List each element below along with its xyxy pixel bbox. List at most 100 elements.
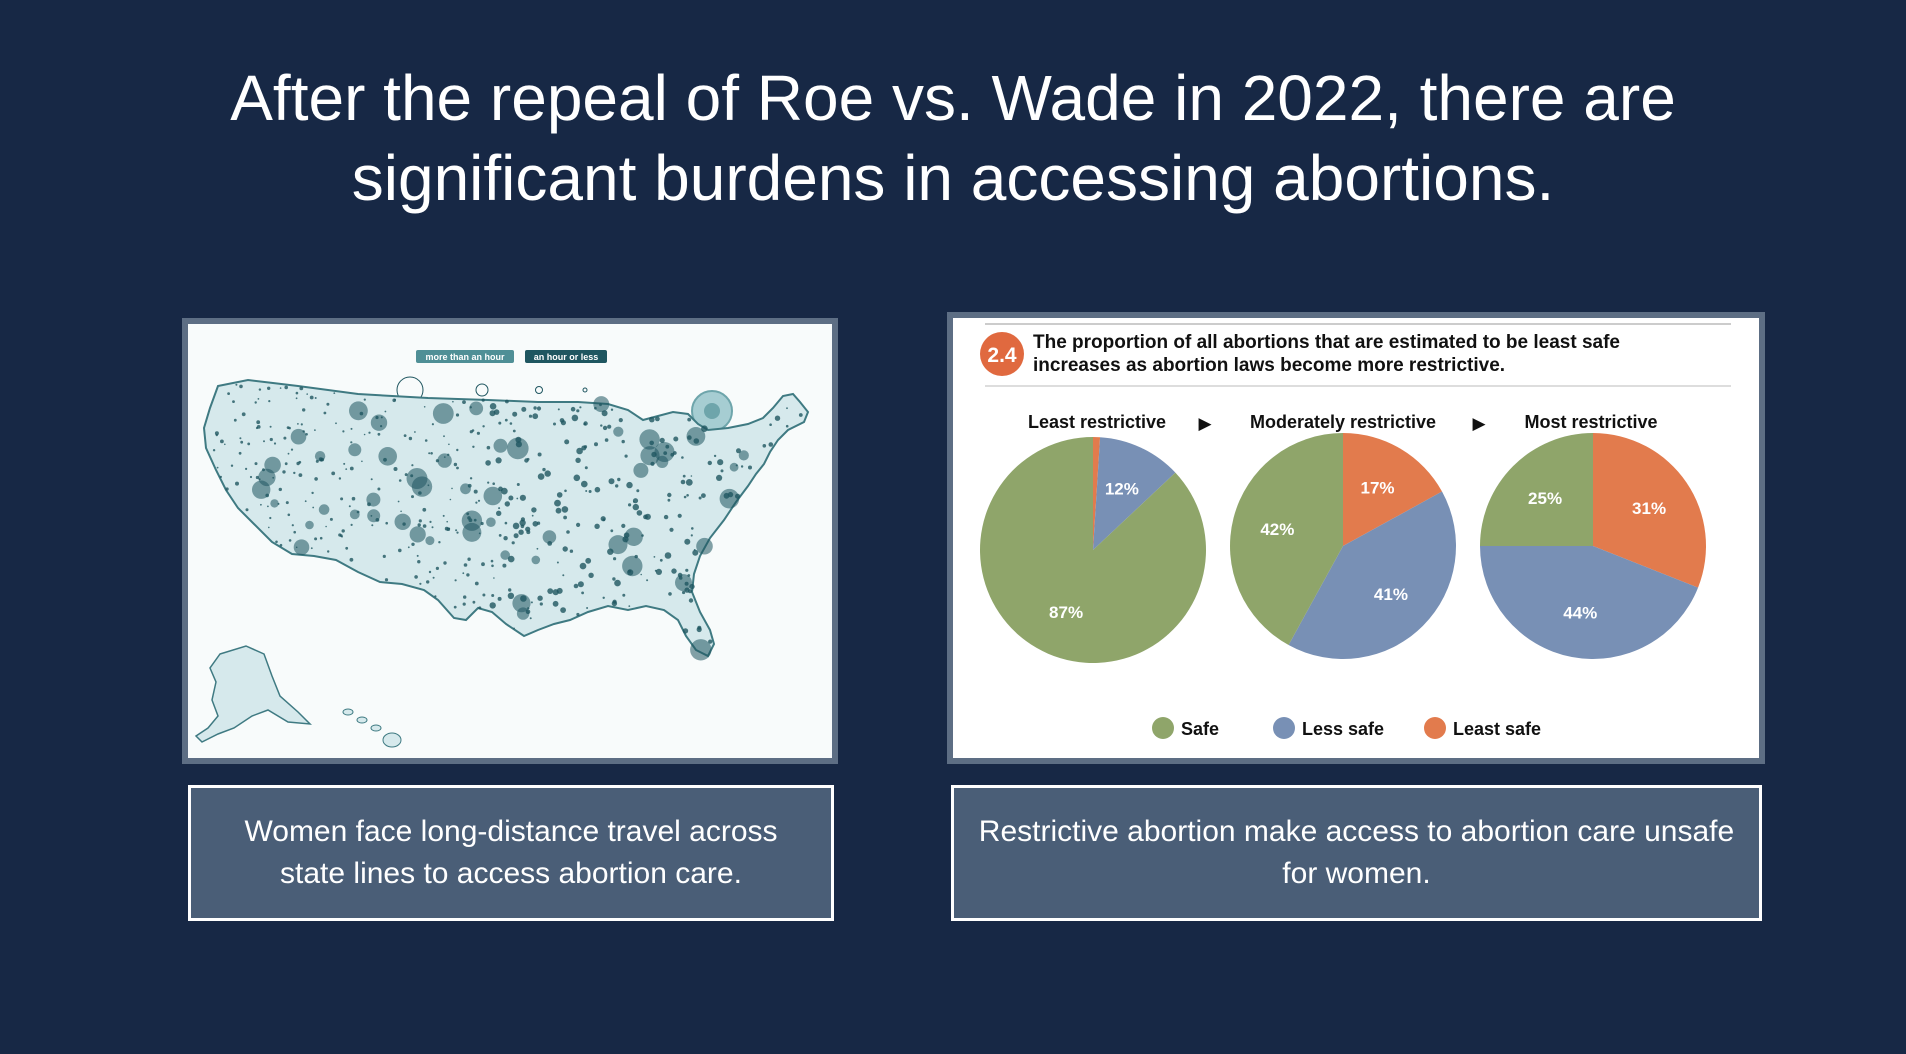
map-dot [416,554,419,557]
map-dot [435,459,439,463]
legend-label-safe: Safe [1181,719,1219,739]
map-dot [279,543,283,547]
map-dot [384,578,389,582]
map-dot [698,496,702,500]
map-dot [370,414,388,431]
map-dot [498,421,502,425]
map-dot [348,443,362,457]
map-dot [696,626,702,633]
map-dot [498,507,501,510]
map-dot [304,500,307,503]
map-dot [677,513,682,518]
map-dot [537,595,543,601]
map-dot [531,507,537,513]
map-dot [269,425,272,428]
map-dot [422,507,427,512]
map-dot [785,424,789,428]
map-dot [536,406,542,411]
map-legend: more than an hour an hour or less [396,350,733,432]
map-dot [462,602,466,606]
travel-time-dots [212,383,803,661]
map-dot [219,475,222,479]
map-dot [513,627,515,630]
map-dot [411,542,415,546]
map-dot [588,572,594,578]
map-dot [537,473,545,480]
map-dot [410,474,414,478]
map-dot [701,493,706,498]
map-dot [430,452,433,455]
map-dot [727,491,734,498]
map-dot [255,475,259,480]
map-dot [260,503,262,506]
map-dot [298,460,302,464]
map-dot [556,587,563,594]
map-dot [267,505,269,508]
map-dot [438,541,441,544]
map-dot [512,411,518,417]
map-dot [290,428,307,445]
map-dot [268,526,270,529]
map-dot [473,518,477,522]
map-dot [314,451,326,462]
pie-1-label-less-safe: 12% [1105,480,1139,499]
map-dot [504,501,510,507]
map-dot [258,388,262,391]
map-dot [349,557,354,562]
map-dot [507,592,515,599]
map-dot [633,462,649,478]
map-dot [507,555,515,563]
map-dot [556,492,563,498]
map-dot [319,536,323,540]
map-dot [411,495,414,499]
map-dot [610,529,614,533]
map-dot [269,516,272,520]
map-dot [432,403,454,424]
pie-3-slice-less-safe [1480,546,1699,660]
map-dot [564,439,570,445]
map-dot [685,568,689,572]
map-dot [748,465,752,470]
map-dot [268,400,271,403]
map-dot [284,462,288,466]
map-dot [576,522,581,527]
map-dot [593,396,610,413]
map-dot [614,579,621,587]
map-dot [423,406,426,408]
map-dot [673,436,679,442]
size-key-circle-small [535,386,543,394]
map-dot [411,464,414,467]
map-dot [448,527,451,530]
map-dot [736,448,741,454]
map-dot [622,555,643,577]
map-dot [270,499,279,508]
map-dot [331,471,336,476]
map-dot [680,479,686,485]
map-dot [628,605,631,607]
map-dot [432,576,435,579]
map-dot [409,526,426,543]
map-dot [508,588,512,592]
map-dot [696,537,713,555]
map-dot [323,411,327,415]
map-dot [588,490,592,493]
map-dot [233,418,237,422]
map-dot [286,426,290,429]
map-dot [667,498,671,502]
map-dot [659,558,663,562]
map-dot [472,445,475,448]
map-dot [417,523,421,527]
map-dot [617,477,621,482]
map-dot [318,504,330,515]
map-dot [269,437,273,442]
map-dot [564,489,567,493]
map-dot [469,401,484,416]
map-dot [678,576,683,580]
pie-3-label-least-safe: 31% [1632,499,1666,518]
map-dot [515,436,522,443]
map-dot [646,579,649,582]
hawaii-island [342,708,354,716]
map-dot [474,581,479,586]
map-dot [628,503,632,507]
legend-swatch-more-than-hour [416,350,514,363]
